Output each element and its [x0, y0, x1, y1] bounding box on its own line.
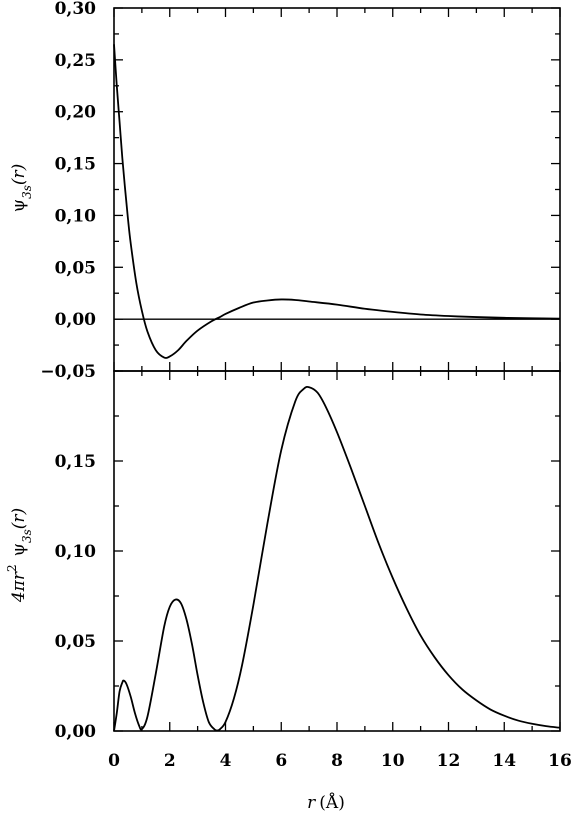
top-panel: −0,05 0,00 0,05 0,10 0,15 0,20 0,25 0,30 — [40, 0, 561, 382]
xlabel-var: r — [307, 793, 316, 813]
xtick-label: 2 — [164, 751, 176, 771]
xtick-label: 16 — [548, 751, 571, 771]
xtick-label: 14 — [492, 751, 516, 771]
top-ylabel: ψ3s(r) — [9, 164, 34, 213]
top-ytick-label: −0,05 — [40, 362, 96, 382]
top-ytick-label: 0,20 — [55, 103, 97, 123]
xtick-label: 4 — [220, 751, 232, 771]
bottom-ytick-label: 0,15 — [55, 452, 96, 472]
bottom-ylabel-prefix: 4πr — [9, 571, 29, 603]
top-ytick-label: 0,10 — [55, 206, 97, 226]
bottom-ytick-label: 0,05 — [55, 632, 96, 652]
top-ylabel-symbol: ψ — [9, 199, 29, 212]
bottom-panel: 0,00 0,05 0,10 0,15 0 2 4 6 8 10 12 14 16 — [55, 370, 571, 771]
top-series-line — [113, 44, 561, 359]
top-ytick-label: 0,05 — [55, 258, 96, 278]
xlabel-unit: (Å) — [319, 792, 345, 813]
top-ylabel-subscript: 3s — [20, 185, 34, 199]
xtick-label: 0 — [108, 751, 120, 771]
bottom-ylabel-arg: (r) — [9, 508, 29, 529]
xtick-label: 8 — [331, 751, 343, 771]
bottom-series-line — [113, 385, 561, 732]
bottom-ytick-label: 0,00 — [55, 722, 97, 742]
top-ytick-label: 0,00 — [55, 310, 97, 330]
top-ytick-label: 0,30 — [55, 0, 97, 19]
bottom-ylabel-symbol: ψ — [9, 543, 29, 556]
bottom-ylabel: 4πr2 ψ3s(r) — [5, 508, 34, 603]
bottom-ylabel-subscript: 3s — [20, 529, 34, 543]
xtick-label: 6 — [275, 751, 287, 771]
top-ytick-label: 0,25 — [55, 51, 96, 71]
top-ytick-label: 0,15 — [55, 155, 96, 175]
xtick-label: 12 — [437, 751, 461, 771]
bottom-plot-frame — [113, 370, 561, 732]
top-ylabel-arg: (r) — [9, 164, 29, 185]
bottom-ylabel-sup: 2 — [5, 564, 19, 572]
xlabel: r (Å) — [307, 792, 345, 813]
bottom-ytick-label: 0,10 — [55, 542, 97, 562]
top-plot-frame — [113, 7, 561, 372]
xtick-label: 10 — [381, 751, 405, 771]
